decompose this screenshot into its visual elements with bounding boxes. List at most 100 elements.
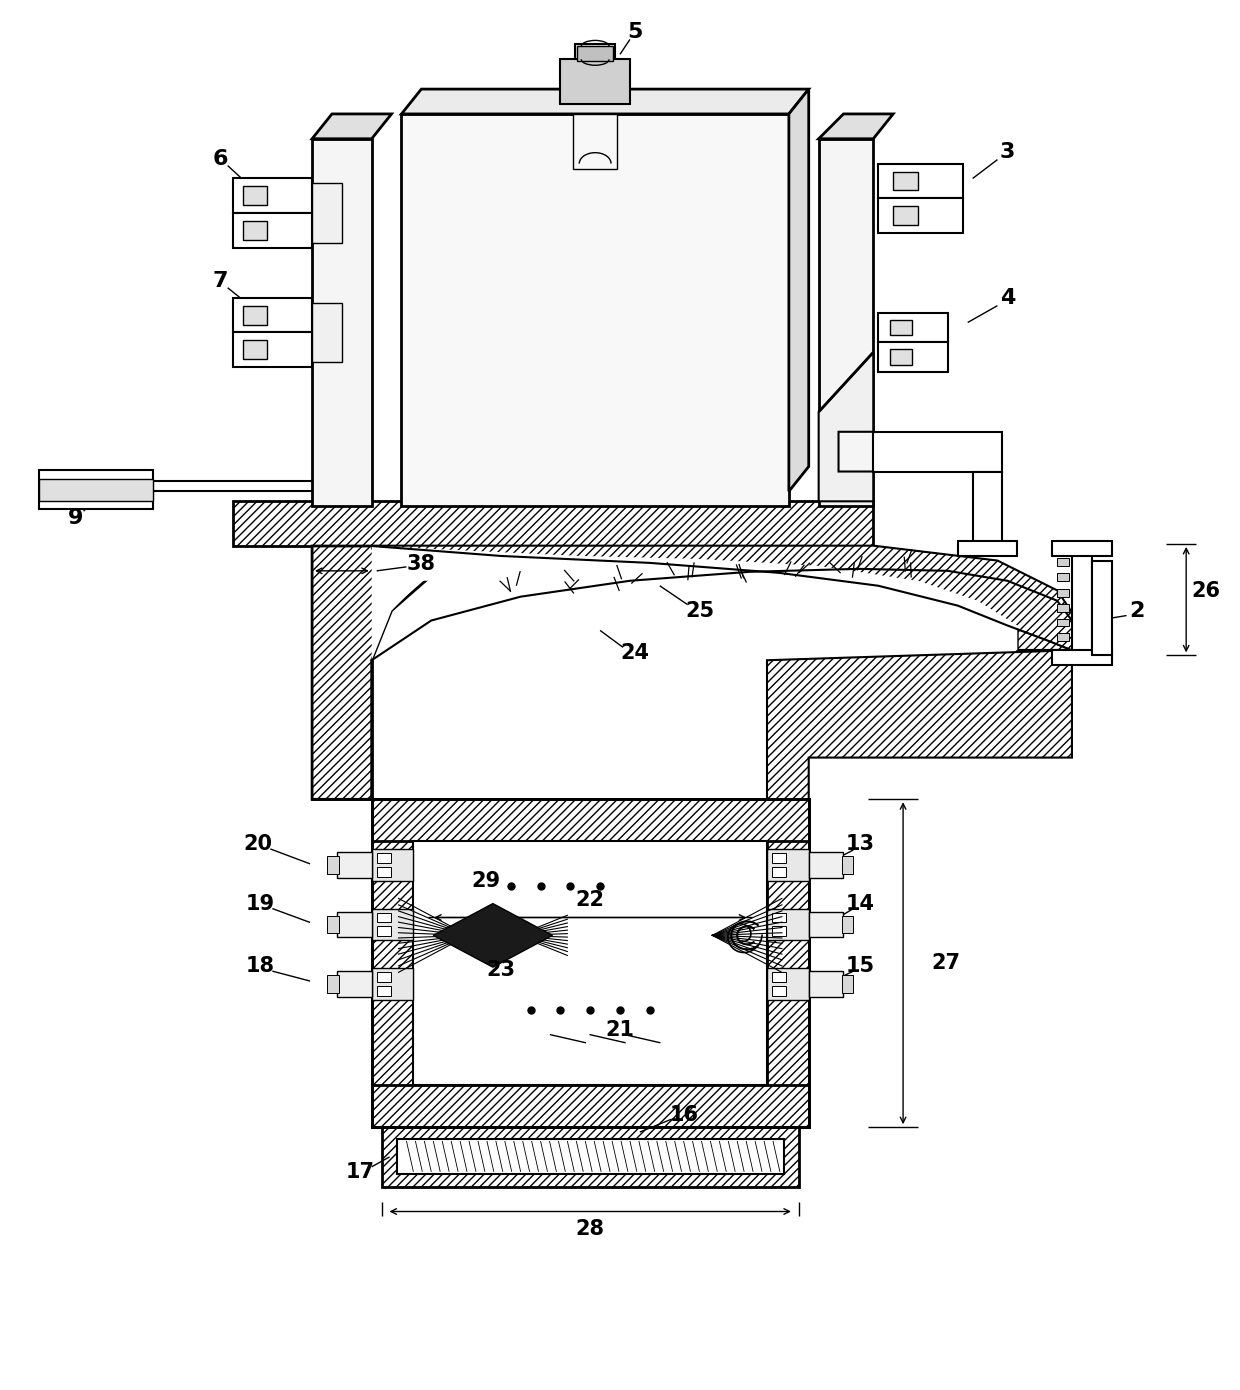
Text: 13: 13 <box>846 834 875 853</box>
Text: 26: 26 <box>1192 581 1220 600</box>
Text: 17: 17 <box>345 1162 374 1182</box>
Bar <box>337 912 372 937</box>
Bar <box>773 986 786 997</box>
Text: 14: 14 <box>846 894 875 913</box>
Bar <box>773 853 786 863</box>
Bar <box>773 926 786 937</box>
Bar <box>327 976 339 992</box>
Polygon shape <box>372 1086 808 1127</box>
Bar <box>312 303 342 363</box>
Bar <box>773 912 786 923</box>
Bar <box>773 867 786 877</box>
Bar <box>842 856 853 874</box>
Bar <box>377 986 391 997</box>
Text: 15: 15 <box>846 956 875 976</box>
Bar <box>972 471 1002 550</box>
Bar <box>893 206 918 225</box>
Bar <box>38 480 154 502</box>
Bar <box>890 320 913 335</box>
Text: 24: 24 <box>620 644 650 663</box>
Bar <box>402 114 789 506</box>
Text: 21: 21 <box>605 1020 635 1040</box>
Text: 18: 18 <box>246 956 275 976</box>
Bar <box>1056 603 1069 612</box>
Bar <box>377 926 391 937</box>
Bar <box>413 841 768 1086</box>
Bar <box>957 541 1017 556</box>
Polygon shape <box>372 799 808 841</box>
Bar <box>312 139 372 506</box>
Bar <box>1056 619 1069 627</box>
Polygon shape <box>372 799 413 1127</box>
Bar <box>233 297 312 332</box>
Text: 7: 7 <box>213 271 228 291</box>
Text: 16: 16 <box>670 1105 699 1125</box>
Polygon shape <box>312 546 372 799</box>
Bar <box>893 171 918 190</box>
Bar <box>397 1138 784 1173</box>
Polygon shape <box>233 502 873 546</box>
Bar <box>233 178 312 213</box>
Bar <box>243 186 268 206</box>
Bar <box>377 853 391 863</box>
Bar <box>842 976 853 992</box>
Bar <box>382 1127 799 1187</box>
Polygon shape <box>433 904 553 967</box>
Bar <box>1056 589 1069 596</box>
Text: 22: 22 <box>575 890 605 909</box>
Bar <box>808 912 843 937</box>
Text: 27: 27 <box>931 954 960 973</box>
Bar <box>890 349 913 366</box>
Text: 4: 4 <box>999 288 1016 307</box>
Bar <box>768 909 808 941</box>
Bar <box>773 972 786 983</box>
Bar <box>327 916 339 934</box>
Text: 29: 29 <box>471 870 501 891</box>
Polygon shape <box>312 546 1076 799</box>
Polygon shape <box>768 799 808 1127</box>
Bar <box>372 799 808 1127</box>
Text: 6: 6 <box>213 149 228 168</box>
Bar <box>337 852 372 877</box>
Bar <box>842 916 853 934</box>
Text: 20: 20 <box>243 834 272 853</box>
Bar <box>873 432 1002 471</box>
Bar <box>377 912 391 923</box>
Bar <box>243 341 268 359</box>
Polygon shape <box>372 546 1076 651</box>
Bar <box>38 470 154 509</box>
Text: 19: 19 <box>246 894 275 913</box>
Bar <box>372 849 413 881</box>
Bar <box>573 114 618 168</box>
Polygon shape <box>402 89 808 114</box>
Bar <box>578 46 613 61</box>
Bar <box>768 849 808 881</box>
Text: 3: 3 <box>999 142 1016 161</box>
Bar <box>233 332 312 367</box>
Bar <box>243 221 268 240</box>
Bar <box>337 972 372 997</box>
Bar <box>878 199 962 234</box>
Bar <box>768 969 808 999</box>
Bar <box>575 44 615 89</box>
Bar <box>818 139 873 506</box>
Bar <box>1052 541 1112 556</box>
Bar <box>1056 557 1069 566</box>
Polygon shape <box>372 546 1017 660</box>
Text: 23: 23 <box>486 960 516 980</box>
Bar <box>327 856 339 874</box>
Bar <box>377 867 391 877</box>
Text: 2: 2 <box>1128 600 1145 620</box>
Bar <box>233 213 312 247</box>
Bar <box>372 969 413 999</box>
Bar <box>808 972 843 997</box>
Bar <box>1056 573 1069 581</box>
Text: 9: 9 <box>68 509 83 528</box>
Bar <box>1052 651 1112 666</box>
Bar <box>1091 562 1112 655</box>
Text: 28: 28 <box>575 1219 605 1240</box>
Polygon shape <box>768 651 1071 799</box>
Text: 5: 5 <box>627 22 642 43</box>
Bar <box>560 60 630 104</box>
Polygon shape <box>818 114 893 139</box>
